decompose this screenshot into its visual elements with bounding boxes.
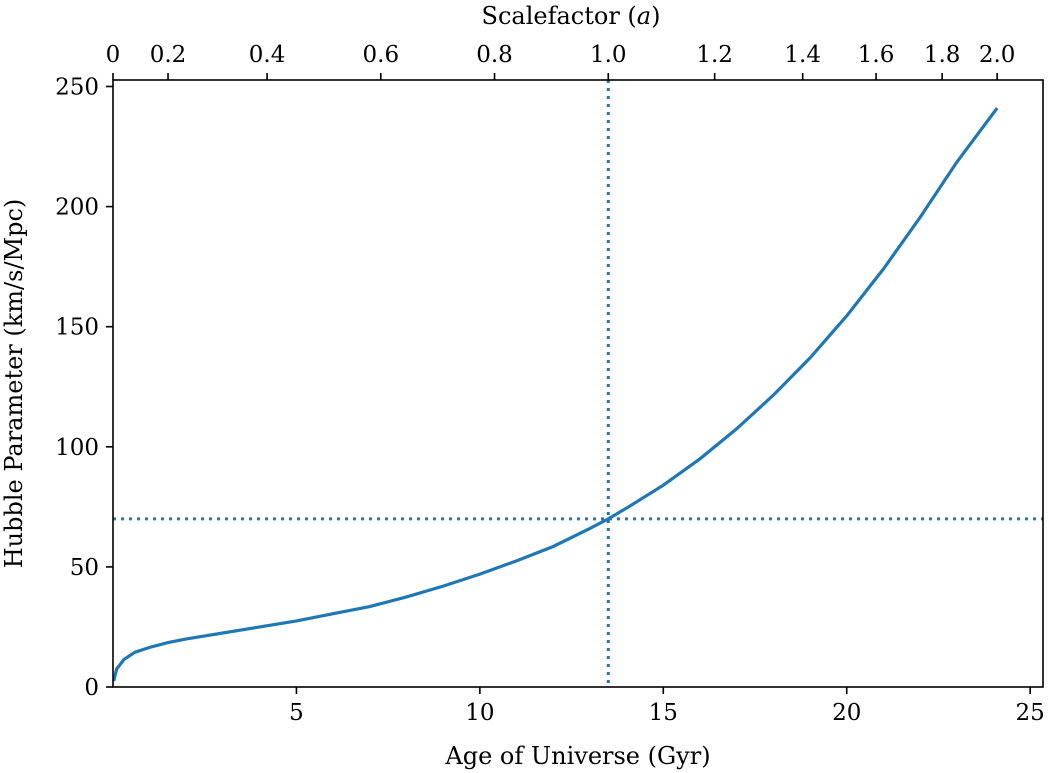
top-tick-label: 0.8 — [476, 42, 513, 68]
y-axis-title: Hubble Parameter (km/s/Mpc) — [0, 199, 28, 569]
y-tick-label: 250 — [55, 74, 99, 100]
axes-frame — [112, 79, 1044, 688]
left-y-axis: 0 50 100 150 200 250 — [55, 74, 113, 701]
x-tick-label: 20 — [832, 700, 861, 726]
top-tick-label: 1.2 — [696, 42, 733, 68]
top-tick-label: 1.4 — [784, 42, 821, 68]
top-tick-label: 0.4 — [249, 42, 286, 68]
y-tick-label: 150 — [55, 315, 99, 341]
x-axis-title: Age of Universe (Gyr) — [444, 742, 710, 770]
y-tick-label: 200 — [55, 195, 99, 221]
x-tick-label: 15 — [649, 700, 678, 726]
top-tick-label: 0.2 — [150, 42, 187, 68]
y-tick-label: 50 — [70, 555, 99, 581]
top-tick-label: 0 — [106, 42, 121, 68]
top-x-axis: 0 0.2 0.4 0.6 0.8 1.0 1.2 1.4 1.6 1.8 2.0 — [106, 42, 1016, 80]
y-tick-label: 0 — [84, 675, 99, 701]
x-tick-label: 25 — [1016, 700, 1045, 726]
reference-lines — [113, 80, 1043, 687]
top-tick-label: 0.6 — [363, 42, 400, 68]
top-tick-label: 1.6 — [858, 42, 895, 68]
top-tick-label: 1.8 — [924, 42, 961, 68]
x-tick-label: 10 — [465, 700, 494, 726]
hubble-parameter-curve — [112, 107, 999, 682]
top-axis-title: Scalefactor (a) — [482, 2, 661, 30]
y-tick-label: 100 — [55, 435, 99, 461]
bottom-x-axis: 5 10 15 20 25 — [289, 687, 1045, 726]
top-tick-label: 2.0 — [979, 42, 1016, 68]
top-tick-label: 1.0 — [590, 42, 627, 68]
x-tick-label: 5 — [289, 700, 304, 726]
